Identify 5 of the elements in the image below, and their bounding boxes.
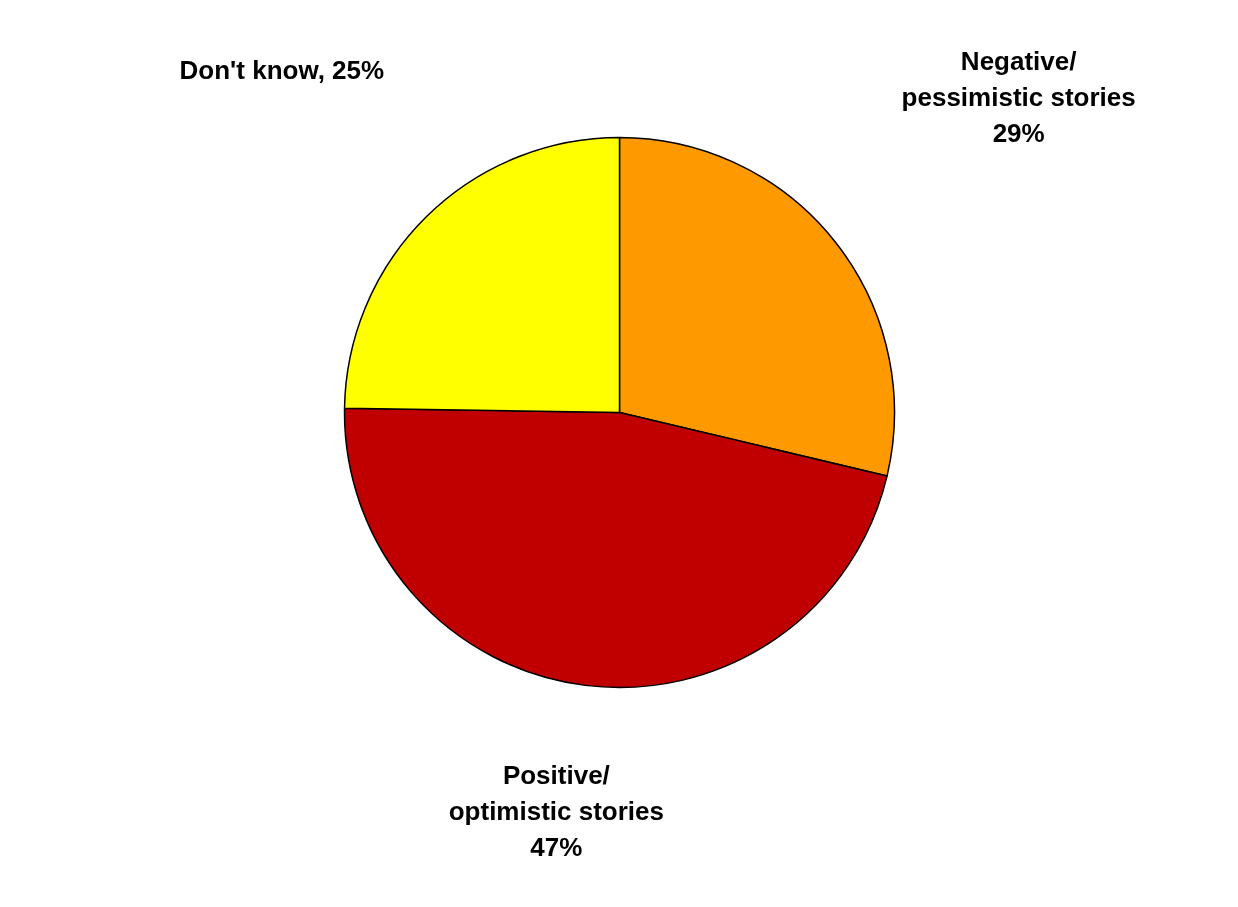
data-label: 29%	[992, 118, 1045, 149]
slice-label: Don't know, 25%	[179, 54, 385, 85]
slice-label: Positive/ optimistic stories	[448, 760, 665, 827]
slice-label: Negative/ pessimistic stories	[901, 46, 1136, 113]
data-label: 47%	[530, 832, 583, 863]
